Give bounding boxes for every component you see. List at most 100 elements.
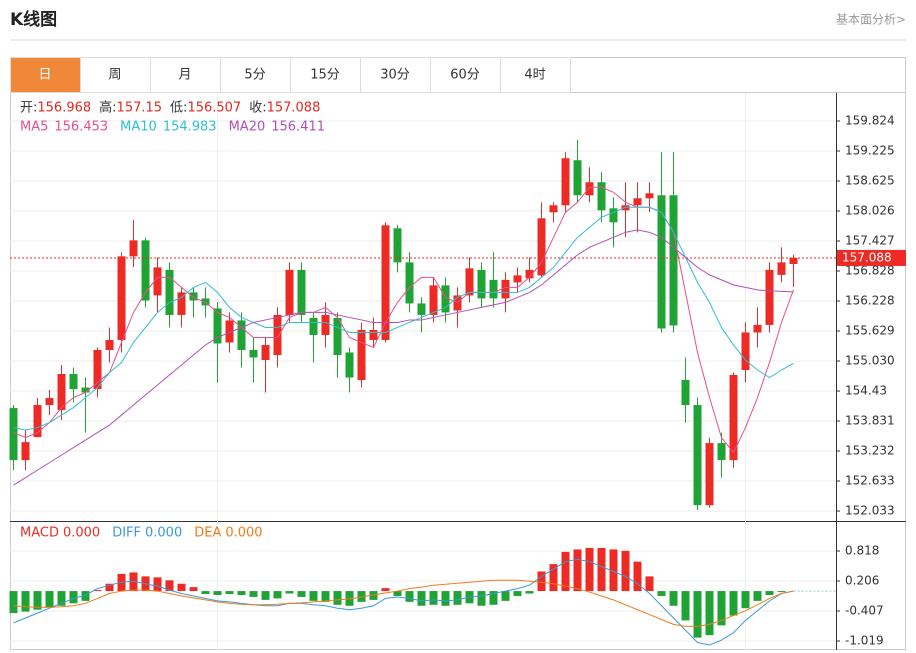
candle-body xyxy=(465,268,474,296)
y-tick-label: 153.831 xyxy=(845,414,895,428)
candle-body xyxy=(597,182,606,211)
candle-body xyxy=(501,279,510,299)
y-tick-label: 153.232 xyxy=(845,444,895,458)
candle-body xyxy=(273,314,282,355)
macd-bar xyxy=(69,591,78,604)
candle-body xyxy=(237,320,246,350)
candle-body xyxy=(561,158,570,206)
tab-label[interactable]: 月 xyxy=(178,68,191,83)
legend-name: MA10 xyxy=(120,120,157,135)
tab-label[interactable]: 4时 xyxy=(524,68,545,83)
page-title: K线图 xyxy=(10,9,57,30)
candle-body xyxy=(429,285,438,315)
candle-body xyxy=(513,275,522,283)
line-diff xyxy=(13,558,794,646)
macd-bar xyxy=(705,591,714,636)
candle-body xyxy=(573,160,582,196)
candle-body xyxy=(285,269,294,315)
tab-label[interactable]: 30分 xyxy=(380,68,410,83)
tab-label[interactable]: 15分 xyxy=(310,68,340,83)
info-label: 收: xyxy=(249,101,266,116)
y-tick-label: 156.828 xyxy=(845,263,895,277)
info-label: 高: xyxy=(99,100,116,116)
y-tick-label: 158.026 xyxy=(845,204,895,218)
info-value: 157.15 xyxy=(117,101,163,116)
macd-bar xyxy=(201,591,210,595)
candle-body xyxy=(21,442,30,461)
tab-label[interactable]: 周 xyxy=(108,68,121,83)
analysis-link[interactable]: 基本面分析> xyxy=(836,13,906,27)
tab[interactable] xyxy=(220,57,291,93)
tab[interactable] xyxy=(500,57,571,93)
tab-label[interactable]: 5分 xyxy=(244,68,265,83)
macd-bar xyxy=(213,591,222,595)
chart-frame xyxy=(10,57,906,650)
macd-bar xyxy=(405,591,414,602)
candle-body xyxy=(33,405,42,438)
macd-bar xyxy=(489,591,498,605)
macd-bar xyxy=(777,591,786,593)
candle-body xyxy=(705,443,714,506)
macd-bar xyxy=(633,561,642,592)
macd-bar xyxy=(273,591,282,599)
macd-bar xyxy=(501,591,510,601)
macd-bar xyxy=(393,591,402,596)
candle-body xyxy=(525,269,534,279)
candle-body xyxy=(681,380,690,406)
candle-body xyxy=(129,240,138,257)
candle-body xyxy=(57,374,66,411)
candle-body xyxy=(141,240,150,301)
macd-bar xyxy=(681,591,690,621)
line-dea xyxy=(13,579,794,627)
candle-body xyxy=(321,314,330,335)
candle-body xyxy=(549,205,558,213)
macd-bar xyxy=(573,549,582,592)
y-tick-label: 158.625 xyxy=(845,174,895,188)
macd-bar xyxy=(153,577,162,592)
candle-body xyxy=(9,408,18,461)
y-tick-label: 152.633 xyxy=(845,473,895,487)
legend-name: DIFF xyxy=(112,526,141,541)
tab[interactable] xyxy=(360,57,431,93)
y-tick-label: 155.030 xyxy=(845,353,895,367)
macd-bar xyxy=(453,591,462,605)
candle-body xyxy=(297,269,306,315)
legend-value: 0.000 xyxy=(145,526,182,541)
macd-bar xyxy=(333,591,342,605)
macd-bar xyxy=(753,591,762,601)
legend-value: 0.000 xyxy=(225,526,262,541)
line-ma10 xyxy=(13,206,794,431)
macd-bar xyxy=(477,591,486,606)
candle-body xyxy=(333,317,342,355)
y-tick-label: 156.228 xyxy=(845,294,895,308)
tab[interactable] xyxy=(430,57,501,93)
y-tick-label: 157.427 xyxy=(845,233,895,247)
candle-body xyxy=(381,225,390,340)
macd-bar xyxy=(621,550,630,592)
candle-body xyxy=(765,269,774,325)
y-tick-label: 159.824 xyxy=(845,113,895,127)
macd-bar xyxy=(9,591,18,614)
candle-body xyxy=(81,387,90,393)
candle-body xyxy=(45,398,54,406)
macd-bar xyxy=(189,587,198,592)
macd-bar xyxy=(609,549,618,592)
macd-bar xyxy=(717,591,726,626)
macd-bar xyxy=(93,590,102,592)
macd-bar xyxy=(297,591,306,597)
candle-body xyxy=(309,317,318,335)
legend-name: MA20 xyxy=(229,120,266,135)
macd-bar xyxy=(525,591,534,594)
tab-label[interactable]: 日 xyxy=(38,68,51,83)
candle-body xyxy=(489,279,498,299)
macd-bar xyxy=(537,571,546,592)
macd-bar xyxy=(57,591,66,606)
legend-value: 0.000 xyxy=(63,526,100,541)
tab[interactable] xyxy=(290,57,361,93)
candle-body xyxy=(357,329,366,381)
macd-bar xyxy=(549,564,558,592)
tab-label[interactable]: 60分 xyxy=(450,68,480,83)
candle-body xyxy=(189,292,198,301)
tab[interactable] xyxy=(10,57,81,93)
info-label: 低: xyxy=(170,101,187,116)
